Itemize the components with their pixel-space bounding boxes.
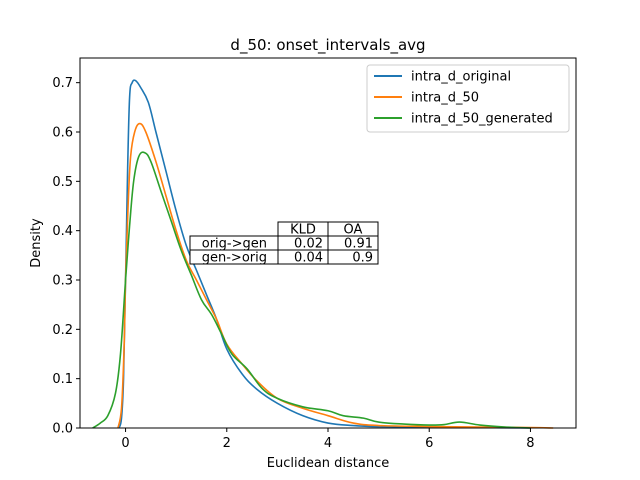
table-row-label: orig->gen [202, 237, 267, 252]
x-tick-label: 8 [526, 436, 534, 451]
y-tick-label: 0.3 [52, 274, 73, 289]
legend: intra_d_original intra_d_50 intra_d_50_gen… [366, 64, 570, 133]
x-tick-label: 6 [425, 436, 433, 451]
x-axis-ticks: 0 2 4 6 8 [121, 428, 535, 451]
legend-entry: intra_d_original [411, 70, 511, 85]
legend-entry: intra_d_50 [411, 91, 479, 106]
x-tick-label: 4 [324, 436, 332, 451]
series-layer [92, 79, 554, 429]
legend-box [366, 64, 570, 133]
y-tick-label: 0.0 [52, 422, 73, 437]
plot-frame [79, 57, 577, 429]
x-tick-label: 0 [121, 436, 129, 451]
series-line-intra_d_50_generated [92, 151, 531, 429]
stats-table: KLD OA orig->gen 0.02 0.91 gen->orig 0.04 0.9 [189, 221, 379, 266]
series-line-intra_d_original [118, 79, 531, 429]
table-row-label: gen->orig [202, 251, 267, 266]
x-tick-label: 2 [223, 436, 231, 451]
y-tick-label: 0.1 [52, 372, 73, 387]
y-tick-label: 0.6 [52, 126, 73, 141]
table-cell-value: 0.04 [294, 251, 323, 266]
table-cell [327, 249, 379, 265]
y-axis-label: Density [29, 218, 44, 268]
series-line-intra_d_50 [117, 122, 554, 429]
chart-title: d_50: onset_intervals_avg [230, 36, 425, 55]
table-cell-value: 0.91 [344, 237, 373, 252]
y-tick-label: 0.2 [52, 323, 73, 338]
x-axis-label: Euclidean distance [267, 456, 390, 471]
y-axis-ticks: 0.0 0.1 0.2 0.3 0.4 0.5 0.6 0.7 [52, 76, 80, 437]
legend-entry: intra_d_50_generated [411, 112, 553, 127]
y-tick-label: 0.4 [52, 224, 73, 239]
table-header-label: KLD [290, 223, 316, 238]
y-tick-label: 0.7 [52, 76, 73, 91]
table-cell-value: 0.02 [294, 237, 323, 252]
table-cell-value: 0.9 [352, 251, 373, 266]
table-header-label: OA [344, 223, 363, 238]
y-tick-label: 0.5 [52, 175, 73, 190]
